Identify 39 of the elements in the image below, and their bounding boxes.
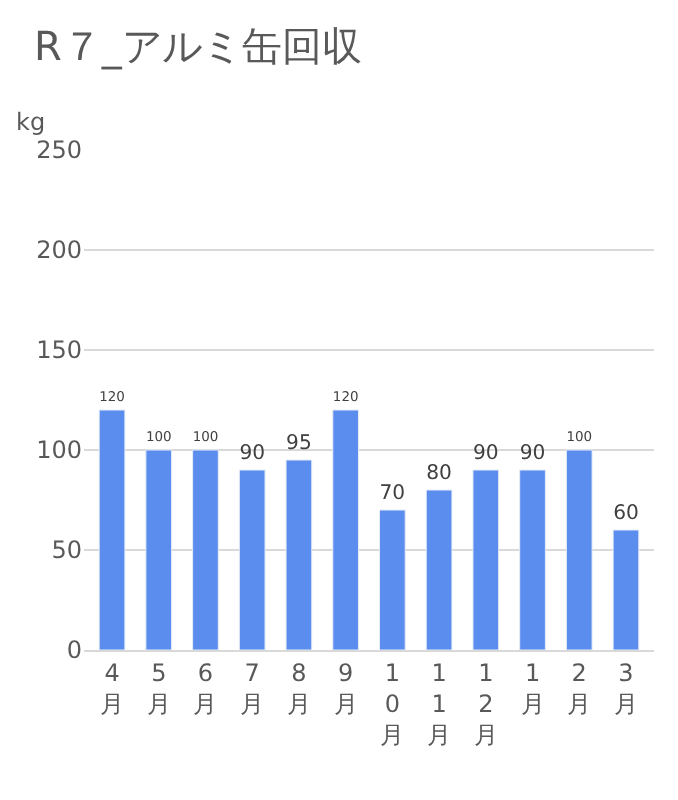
bar [192, 449, 219, 650]
bar [145, 449, 173, 650]
x-tick-label: 4月 [100, 658, 125, 718]
bar [285, 459, 313, 650]
data-label: 70 [379, 482, 406, 505]
bar [98, 409, 126, 650]
x-tick-label: 7月 [240, 658, 265, 718]
bar [238, 469, 266, 650]
y-axis-title: kg [16, 108, 46, 136]
bar [425, 489, 453, 650]
x-tick-label: 10月 [380, 658, 405, 750]
data-label: 90 [239, 442, 266, 465]
y-tick-label: 0 [66, 636, 82, 665]
x-tick-label: 11月 [427, 658, 452, 750]
x-tick-label: 9月 [333, 658, 358, 718]
bar [472, 469, 500, 650]
data-label: 95 [286, 432, 312, 455]
chart-title: R７_アルミ缶回収 [33, 22, 362, 70]
y-tick-label: 200 [36, 236, 82, 265]
x-tick-label: 6月 [193, 658, 218, 718]
data-label: 90 [519, 442, 546, 465]
x-tick-label: 8月 [286, 658, 311, 718]
bar [612, 529, 640, 650]
bar [565, 449, 593, 650]
bar [379, 509, 406, 650]
data-label: 90 [472, 442, 499, 465]
bar [519, 469, 546, 650]
y-tick-label: 250 [36, 136, 82, 165]
y-tick-label: 150 [36, 336, 82, 365]
y-tick-label: 50 [51, 536, 82, 565]
data-label: 80 [426, 462, 452, 485]
x-tick-label: 1月 [520, 658, 545, 718]
x-tick-label: 3月 [613, 658, 638, 718]
x-tick-label: 2月 [567, 658, 592, 718]
bar [332, 409, 359, 650]
y-tick-label: 100 [36, 436, 82, 465]
x-tick-label: 12月 [473, 658, 498, 750]
data-label: 60 [613, 502, 639, 525]
x-tick-label: 5月 [146, 658, 171, 718]
